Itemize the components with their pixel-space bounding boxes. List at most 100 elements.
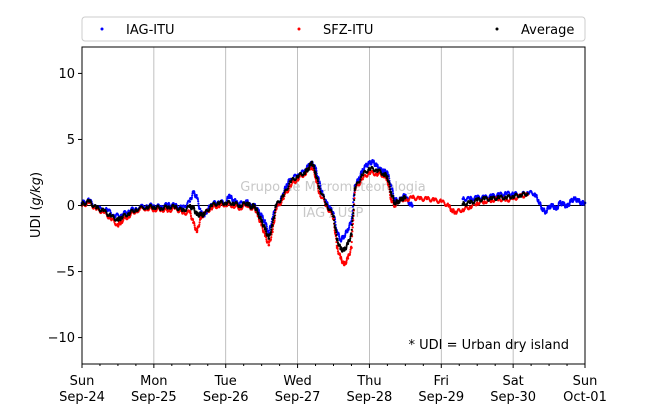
point <box>208 207 211 211</box>
point <box>288 182 291 185</box>
point <box>273 211 276 215</box>
point <box>193 192 196 195</box>
x-tick-date-4: Sep-28 <box>347 390 393 405</box>
x-tick-date-2: Sep-26 <box>203 390 249 405</box>
point <box>261 216 264 219</box>
point <box>307 167 311 171</box>
point <box>411 204 414 207</box>
x-tick-day-0: Sun <box>70 374 95 389</box>
point <box>489 195 493 199</box>
udi-annotation: * UDI = Urban dry island <box>409 338 569 353</box>
point <box>324 201 327 204</box>
point <box>336 237 339 241</box>
point <box>351 220 354 223</box>
point <box>388 188 392 191</box>
point <box>349 237 352 240</box>
point <box>340 258 343 262</box>
point <box>199 207 202 211</box>
point <box>188 200 192 203</box>
point <box>197 202 200 205</box>
point <box>191 218 195 222</box>
point <box>326 206 329 209</box>
point <box>350 228 353 231</box>
point <box>351 217 354 220</box>
point <box>203 212 206 216</box>
point <box>353 193 356 196</box>
x-tick-date-5: Sep-29 <box>418 390 464 405</box>
point <box>279 199 282 202</box>
point <box>290 183 293 186</box>
legend-label-1: SFZ-ITU <box>323 23 373 38</box>
point <box>275 207 278 210</box>
point <box>539 203 542 206</box>
point <box>265 225 268 228</box>
point <box>353 191 356 194</box>
point <box>319 190 322 193</box>
x-axis: SunSep-24MonSep-25TueSep-26WedSep-27ThuS… <box>59 364 607 405</box>
point <box>193 226 196 229</box>
point <box>526 192 529 195</box>
point <box>283 191 286 194</box>
point <box>350 233 353 236</box>
point <box>273 216 276 219</box>
point <box>269 238 273 241</box>
point <box>279 203 282 206</box>
point <box>376 165 379 168</box>
point <box>198 221 201 224</box>
point <box>268 229 271 232</box>
y-axis: −10 −5 0 5 10 <box>48 67 82 346</box>
point <box>350 240 353 244</box>
point <box>349 248 352 251</box>
point <box>137 208 140 211</box>
y-tick-label-0: −10 <box>48 331 75 346</box>
point <box>353 198 356 202</box>
point <box>557 204 560 208</box>
point <box>264 228 267 231</box>
x-tick-date-0: Sep-24 <box>59 390 105 405</box>
point <box>448 205 452 208</box>
point <box>391 188 394 191</box>
point <box>263 225 266 228</box>
point <box>271 224 274 227</box>
point <box>568 203 571 206</box>
point <box>392 197 395 200</box>
point <box>388 183 391 186</box>
point <box>349 250 352 254</box>
point <box>193 222 196 225</box>
legend-label-0: IAG-ITU <box>126 23 175 38</box>
x-tick-day-4: Thu <box>356 374 381 389</box>
point <box>358 180 361 183</box>
point <box>197 200 200 203</box>
point <box>556 206 560 209</box>
point <box>265 230 268 233</box>
point <box>261 220 264 224</box>
point <box>361 178 364 181</box>
point <box>191 194 194 197</box>
point <box>353 189 356 192</box>
point <box>482 202 485 205</box>
point <box>358 183 361 186</box>
point <box>286 187 290 190</box>
point <box>332 219 336 222</box>
point <box>352 204 355 207</box>
point <box>388 181 391 184</box>
point <box>336 241 340 245</box>
point <box>195 194 198 197</box>
point <box>263 219 267 222</box>
x-tick-day-1: Mon <box>140 374 167 389</box>
point <box>328 205 331 208</box>
point <box>323 198 326 201</box>
point <box>337 233 340 236</box>
point <box>231 201 235 205</box>
x-tick-day-6: Sat <box>502 374 523 389</box>
point <box>193 207 196 210</box>
point <box>197 205 200 208</box>
point <box>282 197 285 200</box>
point <box>198 223 201 226</box>
point <box>347 226 351 229</box>
point <box>322 193 325 197</box>
point <box>325 203 329 206</box>
point <box>350 246 353 250</box>
point <box>443 201 446 204</box>
point <box>257 209 261 212</box>
